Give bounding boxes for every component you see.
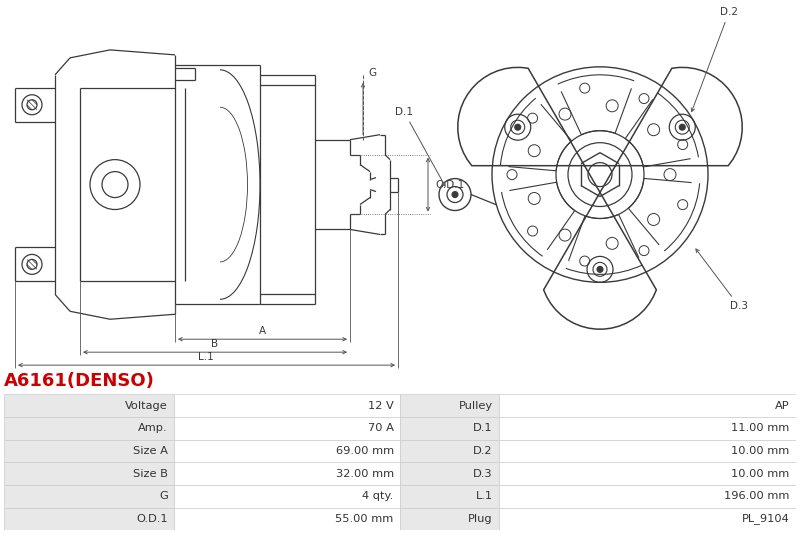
Text: D.3: D.3 [696, 249, 748, 311]
Text: 69.00 mm: 69.00 mm [335, 446, 394, 456]
Bar [4, 462, 174, 485]
Text: O.D.1: O.D.1 [435, 180, 464, 190]
Text: O.D.1: O.D.1 [136, 514, 168, 524]
Bar [174, 485, 400, 507]
Text: D.2: D.2 [473, 446, 493, 456]
Bar [4, 507, 174, 530]
Bar [400, 507, 499, 530]
Bar [4, 394, 174, 417]
Circle shape [679, 124, 686, 130]
Text: 70 A: 70 A [368, 423, 394, 433]
Bar [400, 417, 499, 440]
Text: Amp.: Amp. [138, 423, 168, 433]
Text: 10.00 mm: 10.00 mm [731, 469, 790, 479]
Bar [400, 462, 499, 485]
Text: A6161(DENSO): A6161(DENSO) [4, 372, 155, 390]
Text: D.1: D.1 [473, 423, 493, 433]
Bar [4, 440, 174, 462]
Bar [499, 394, 796, 417]
Bar [174, 394, 400, 417]
Text: 32.00 mm: 32.00 mm [335, 469, 394, 479]
Text: Pulley: Pulley [458, 401, 493, 411]
Text: 55.00 mm: 55.00 mm [335, 514, 394, 524]
Circle shape [514, 124, 521, 130]
Text: D.1: D.1 [395, 107, 445, 186]
Text: 10.00 mm: 10.00 mm [731, 446, 790, 456]
Bar [499, 507, 796, 530]
Text: G: G [368, 68, 376, 78]
Bar [499, 417, 796, 440]
Text: D.3: D.3 [473, 469, 493, 479]
Bar [174, 417, 400, 440]
Bar [174, 462, 400, 485]
Bar [499, 440, 796, 462]
Bar [400, 440, 499, 462]
Text: G: G [159, 491, 168, 502]
Bar [4, 417, 174, 440]
Bar [400, 485, 499, 507]
Text: L.1: L.1 [198, 352, 214, 362]
Text: L.1: L.1 [475, 491, 493, 502]
Text: A: A [258, 326, 266, 336]
Text: PL_9104: PL_9104 [742, 514, 790, 524]
Text: 196.00 mm: 196.00 mm [724, 491, 790, 502]
Text: AP: AP [775, 401, 790, 411]
Circle shape [452, 191, 458, 198]
Text: Size A: Size A [133, 446, 168, 456]
Text: 12 V: 12 V [368, 401, 394, 411]
Text: D.2: D.2 [691, 7, 738, 111]
Text: 4 qty.: 4 qty. [362, 491, 394, 502]
Bar [499, 485, 796, 507]
Text: Plug: Plug [468, 514, 493, 524]
Bar [174, 440, 400, 462]
Circle shape [597, 266, 603, 272]
Bar [400, 394, 499, 417]
Text: B: B [211, 339, 218, 349]
Bar [499, 462, 796, 485]
Text: Size B: Size B [133, 469, 168, 479]
Text: 11.00 mm: 11.00 mm [731, 423, 790, 433]
Bar [174, 507, 400, 530]
Text: Voltage: Voltage [125, 401, 168, 411]
Bar [4, 485, 174, 507]
